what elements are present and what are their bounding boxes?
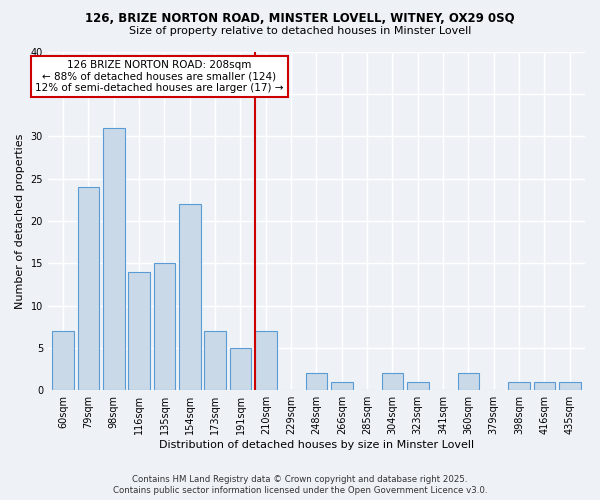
- Bar: [458, 374, 479, 390]
- Bar: [407, 382, 428, 390]
- Bar: [508, 382, 530, 390]
- Bar: [103, 128, 125, 390]
- Bar: [154, 263, 175, 390]
- Bar: [255, 331, 277, 390]
- Text: 126 BRIZE NORTON ROAD: 208sqm
← 88% of detached houses are smaller (124)
12% of : 126 BRIZE NORTON ROAD: 208sqm ← 88% of d…: [35, 60, 284, 93]
- Bar: [205, 331, 226, 390]
- Bar: [52, 331, 74, 390]
- Bar: [77, 187, 99, 390]
- Bar: [230, 348, 251, 390]
- Text: Size of property relative to detached houses in Minster Lovell: Size of property relative to detached ho…: [129, 26, 471, 36]
- Text: 126, BRIZE NORTON ROAD, MINSTER LOVELL, WITNEY, OX29 0SQ: 126, BRIZE NORTON ROAD, MINSTER LOVELL, …: [85, 12, 515, 26]
- Bar: [179, 204, 200, 390]
- Text: Contains HM Land Registry data © Crown copyright and database right 2025.: Contains HM Land Registry data © Crown c…: [132, 475, 468, 484]
- Bar: [559, 382, 581, 390]
- Y-axis label: Number of detached properties: Number of detached properties: [15, 133, 25, 308]
- Bar: [331, 382, 353, 390]
- Text: Contains public sector information licensed under the Open Government Licence v3: Contains public sector information licen…: [113, 486, 487, 495]
- Bar: [128, 272, 150, 390]
- Bar: [533, 382, 555, 390]
- Bar: [382, 374, 403, 390]
- Bar: [305, 374, 327, 390]
- X-axis label: Distribution of detached houses by size in Minster Lovell: Distribution of detached houses by size …: [159, 440, 474, 450]
